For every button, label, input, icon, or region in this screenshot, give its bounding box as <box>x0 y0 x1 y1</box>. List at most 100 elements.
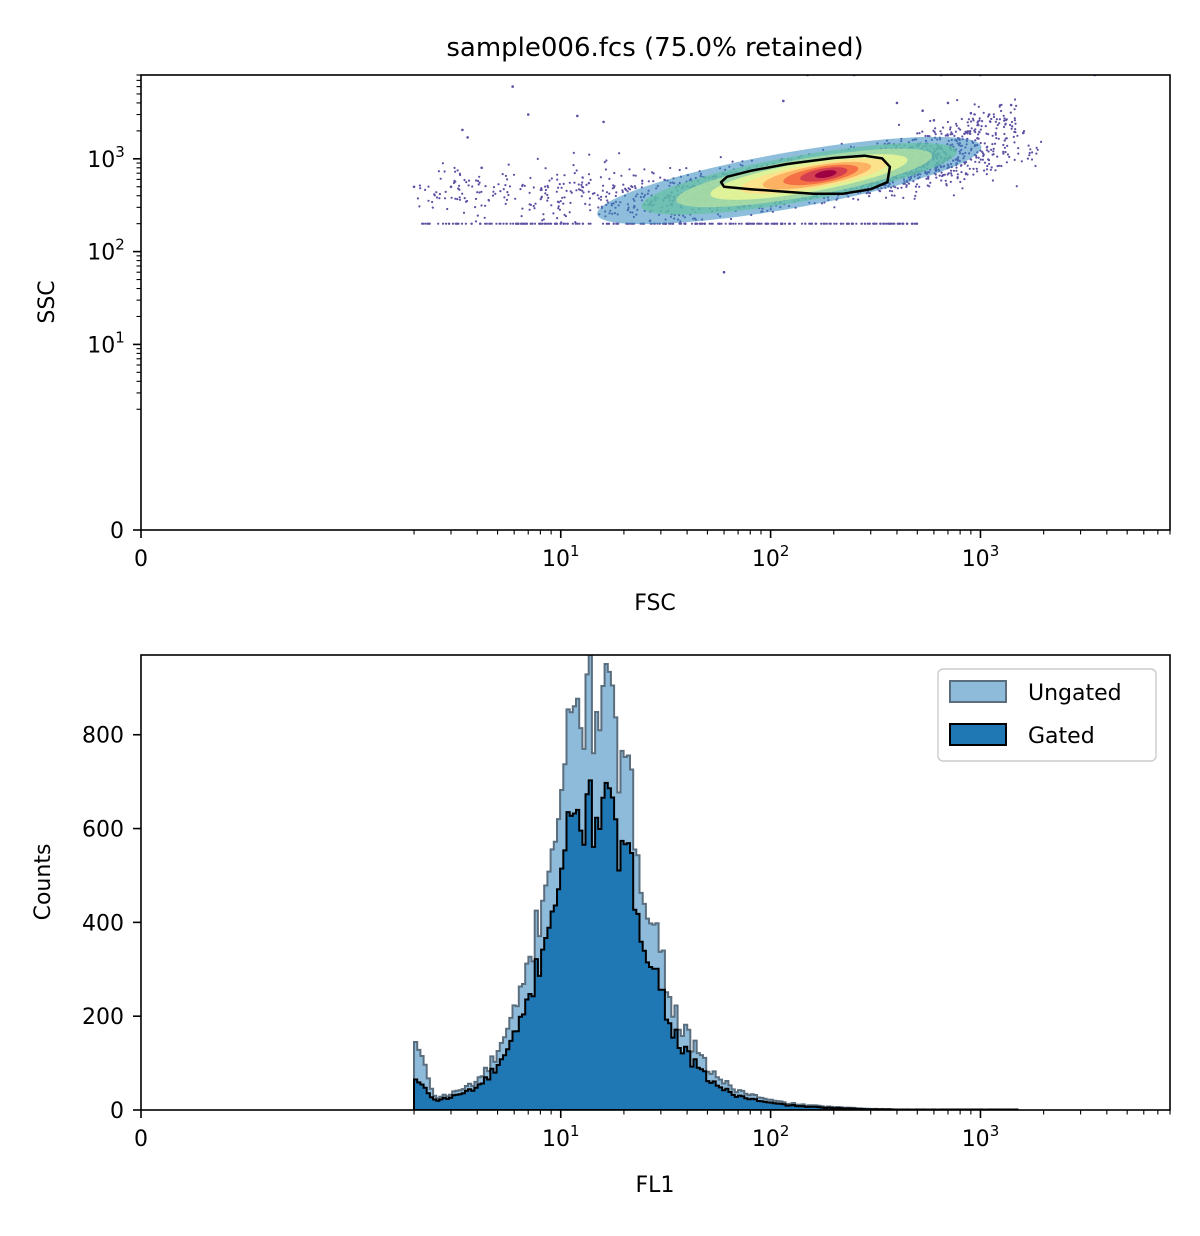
event-point <box>541 222 544 225</box>
event-point <box>549 222 553 225</box>
event-point <box>641 179 644 182</box>
event-point <box>579 188 582 192</box>
event-point <box>587 182 591 185</box>
event-point <box>987 133 990 136</box>
event-point <box>563 174 566 177</box>
event-point <box>560 186 563 189</box>
event-point <box>940 132 943 135</box>
event-point <box>1004 137 1007 140</box>
event-point <box>461 192 464 195</box>
event-point <box>966 121 969 124</box>
event-point <box>601 222 605 225</box>
event-point <box>992 153 995 156</box>
event-point <box>814 222 817 225</box>
event-point <box>669 166 672 170</box>
event-point <box>986 164 989 168</box>
event-point <box>907 182 911 185</box>
x-tick-label: 102 <box>752 1122 790 1152</box>
event-point <box>563 213 566 216</box>
scatter-plot-area <box>412 75 1096 274</box>
event-point <box>1034 164 1037 168</box>
event-point <box>555 190 558 193</box>
event-point <box>833 222 836 225</box>
event-point <box>507 163 510 166</box>
event-point <box>905 184 908 187</box>
event-point <box>1000 164 1003 168</box>
event-point <box>599 198 603 201</box>
event-point <box>957 127 960 130</box>
event-point <box>969 120 973 123</box>
event-point <box>575 189 578 192</box>
event-point <box>424 188 427 191</box>
event-point <box>765 222 768 225</box>
event-point <box>973 113 976 116</box>
event-point <box>916 132 919 135</box>
event-point <box>863 222 867 225</box>
event-point <box>546 184 549 187</box>
event-point <box>492 186 496 189</box>
event-point <box>491 194 495 197</box>
event-point <box>956 177 959 180</box>
event-point <box>536 157 539 160</box>
event-point <box>514 197 517 200</box>
event-point <box>620 174 623 177</box>
event-point <box>556 217 559 220</box>
event-point <box>885 222 888 225</box>
event-point <box>547 196 550 199</box>
event-point <box>945 182 948 186</box>
event-point <box>580 183 583 186</box>
event-point <box>555 222 558 225</box>
event-point <box>550 204 553 207</box>
event-point <box>433 194 436 197</box>
event-point <box>918 185 921 188</box>
event-point <box>505 222 508 225</box>
event-point <box>756 222 759 225</box>
event-point <box>587 173 591 176</box>
event-point <box>994 169 997 172</box>
event-point <box>626 190 629 193</box>
event-point <box>992 150 995 153</box>
event-point <box>441 162 444 165</box>
event-point <box>981 158 985 161</box>
event-point <box>478 191 481 194</box>
gate-contour <box>719 154 892 196</box>
event-point <box>652 172 655 175</box>
event-point <box>1012 135 1015 138</box>
event-point <box>987 115 990 118</box>
event-point <box>983 142 986 145</box>
event-point <box>1009 123 1012 126</box>
event-point <box>984 125 987 128</box>
event-point <box>562 222 565 225</box>
event-point <box>959 128 962 131</box>
event-point <box>597 197 601 200</box>
event-point <box>784 222 787 225</box>
event-point <box>503 196 506 199</box>
event-point <box>894 186 897 189</box>
event-point <box>770 222 773 225</box>
y-tick-label: 102 <box>87 236 125 266</box>
event-point <box>1040 140 1043 143</box>
event-point <box>1006 144 1009 147</box>
scatter-x-axis: 0 101 102 103 <box>134 530 1171 572</box>
event-point <box>905 185 908 188</box>
event-point <box>556 200 560 203</box>
event-point <box>1011 125 1014 128</box>
event-point <box>972 167 975 170</box>
event-point <box>879 222 882 225</box>
event-point <box>553 222 556 225</box>
event-point <box>708 222 711 225</box>
event-point <box>476 214 479 217</box>
event-point <box>990 148 993 151</box>
event-point <box>478 181 481 184</box>
x-tick-label: 102 <box>752 542 790 572</box>
event-point <box>852 197 855 200</box>
event-point <box>927 176 930 179</box>
event-point <box>976 170 979 173</box>
event-point <box>562 202 565 205</box>
outlier-point <box>932 118 936 122</box>
event-point <box>979 158 982 161</box>
event-point <box>1014 122 1017 125</box>
event-point <box>994 131 997 135</box>
y-tick-label: 103 <box>87 143 125 173</box>
